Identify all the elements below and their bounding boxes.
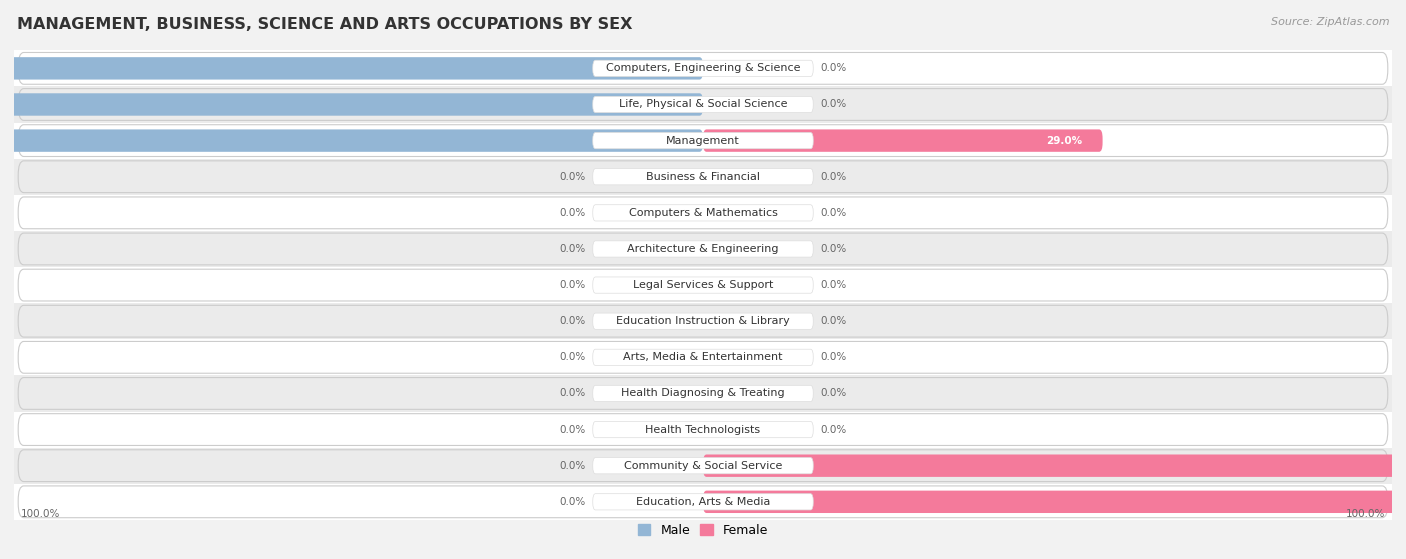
FancyBboxPatch shape: [0, 57, 703, 79]
Text: Education, Arts & Media: Education, Arts & Media: [636, 497, 770, 507]
Text: 0.0%: 0.0%: [820, 280, 846, 290]
FancyBboxPatch shape: [593, 494, 813, 510]
Text: Computers & Mathematics: Computers & Mathematics: [628, 208, 778, 218]
Text: Business & Financial: Business & Financial: [645, 172, 761, 182]
Bar: [14, 231, 1392, 267]
FancyBboxPatch shape: [593, 349, 813, 366]
FancyBboxPatch shape: [593, 277, 813, 293]
Bar: [14, 195, 1392, 231]
Text: Health Technologists: Health Technologists: [645, 425, 761, 434]
Bar: [14, 87, 1392, 122]
Bar: [14, 484, 1392, 520]
Text: 0.0%: 0.0%: [820, 208, 846, 218]
FancyBboxPatch shape: [703, 130, 1102, 152]
FancyBboxPatch shape: [593, 205, 813, 221]
Text: 0.0%: 0.0%: [820, 316, 846, 326]
FancyBboxPatch shape: [0, 130, 703, 152]
Legend: Male, Female: Male, Female: [633, 519, 773, 542]
Text: Health Diagnosing & Treating: Health Diagnosing & Treating: [621, 389, 785, 399]
FancyBboxPatch shape: [703, 491, 1406, 513]
Text: 0.0%: 0.0%: [820, 244, 846, 254]
Text: Arts, Media & Entertainment: Arts, Media & Entertainment: [623, 352, 783, 362]
Text: Architecture & Engineering: Architecture & Engineering: [627, 244, 779, 254]
Text: Life, Physical & Social Science: Life, Physical & Social Science: [619, 100, 787, 110]
Text: 0.0%: 0.0%: [560, 208, 586, 218]
FancyBboxPatch shape: [593, 60, 813, 77]
Text: MANAGEMENT, BUSINESS, SCIENCE AND ARTS OCCUPATIONS BY SEX: MANAGEMENT, BUSINESS, SCIENCE AND ARTS O…: [17, 17, 633, 32]
Text: Source: ZipAtlas.com: Source: ZipAtlas.com: [1271, 17, 1389, 27]
Text: 0.0%: 0.0%: [560, 316, 586, 326]
Text: 0.0%: 0.0%: [560, 280, 586, 290]
FancyBboxPatch shape: [593, 421, 813, 438]
FancyBboxPatch shape: [593, 385, 813, 401]
Text: 0.0%: 0.0%: [560, 352, 586, 362]
Bar: [14, 303, 1392, 339]
Text: Management: Management: [666, 136, 740, 145]
Bar: [14, 50, 1392, 87]
Bar: [14, 376, 1392, 411]
FancyBboxPatch shape: [593, 96, 813, 112]
FancyBboxPatch shape: [593, 313, 813, 329]
Text: 0.0%: 0.0%: [820, 425, 846, 434]
Text: 0.0%: 0.0%: [560, 425, 586, 434]
Text: Computers, Engineering & Science: Computers, Engineering & Science: [606, 63, 800, 73]
FancyBboxPatch shape: [593, 241, 813, 257]
Bar: [14, 122, 1392, 159]
Text: 100.0%: 100.0%: [21, 509, 60, 519]
Bar: [14, 339, 1392, 376]
Bar: [14, 448, 1392, 484]
FancyBboxPatch shape: [593, 132, 813, 149]
Text: 0.0%: 0.0%: [560, 389, 586, 399]
Text: 0.0%: 0.0%: [820, 100, 846, 110]
Text: Legal Services & Support: Legal Services & Support: [633, 280, 773, 290]
Text: Community & Social Service: Community & Social Service: [624, 461, 782, 471]
Text: 0.0%: 0.0%: [820, 63, 846, 73]
FancyBboxPatch shape: [703, 454, 1406, 477]
FancyBboxPatch shape: [593, 169, 813, 185]
Text: 100.0%: 100.0%: [1346, 509, 1385, 519]
Text: 0.0%: 0.0%: [560, 461, 586, 471]
FancyBboxPatch shape: [0, 93, 703, 116]
Bar: [14, 411, 1392, 448]
Text: Education Instruction & Library: Education Instruction & Library: [616, 316, 790, 326]
Text: 0.0%: 0.0%: [820, 172, 846, 182]
Bar: [14, 159, 1392, 195]
Text: 0.0%: 0.0%: [560, 497, 586, 507]
Text: 0.0%: 0.0%: [560, 172, 586, 182]
Bar: [14, 267, 1392, 303]
FancyBboxPatch shape: [593, 458, 813, 474]
Text: 29.0%: 29.0%: [1046, 136, 1083, 145]
Text: 0.0%: 0.0%: [820, 352, 846, 362]
Text: 0.0%: 0.0%: [820, 389, 846, 399]
Text: 0.0%: 0.0%: [560, 244, 586, 254]
